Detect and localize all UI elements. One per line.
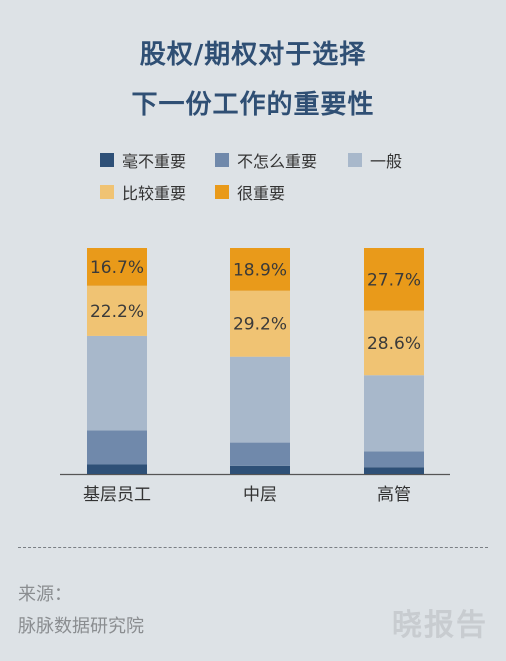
stacked-bar-chart: 基层员工 中层 高管 22.2% 16.7% 29.2% 18.9% 28.6% 27.7% — [60, 248, 450, 505]
bar-segment — [364, 451, 424, 468]
source-value: 脉脉数据研究院 — [18, 616, 144, 637]
legend-item-fairly-important: 比较重要 — [100, 180, 186, 204]
data-label: 27.7% — [367, 270, 421, 290]
legend-label: 一般 — [370, 152, 403, 171]
data-label: 22.2% — [90, 302, 144, 322]
divider — [18, 547, 488, 548]
bar-segment — [230, 248, 290, 291]
bar-segment — [230, 356, 290, 443]
legend-item-slightly-important: 不怎么重要 — [215, 148, 317, 172]
data-label: 18.9% — [233, 260, 287, 280]
legend-item-not-important: 毫不重要 — [100, 148, 186, 172]
bar-segment — [230, 442, 290, 466]
bar-segment — [87, 248, 147, 286]
legend-item-neutral: 一般 — [348, 148, 402, 172]
x-tick-label: 高管 — [377, 485, 411, 505]
legend-swatch — [100, 185, 114, 199]
bar-segment — [87, 335, 147, 431]
data-label: 29.2% — [233, 315, 287, 335]
legend-label: 毫不重要 — [122, 152, 187, 171]
bar-segment — [230, 290, 290, 357]
chart-title-line2: 下一份工作的重要性 — [131, 90, 375, 120]
legend-label: 比较重要 — [122, 184, 187, 203]
legend-swatch — [215, 185, 229, 199]
x-tick-label: 中层 — [243, 485, 277, 505]
watermark-logo: 晓报告 — [392, 608, 488, 643]
data-label: 28.6% — [367, 334, 421, 354]
bar-segment — [87, 430, 147, 465]
legend-swatch — [215, 153, 229, 167]
bar-segment — [230, 465, 290, 474]
bar-segment — [87, 285, 147, 336]
bar-segment — [364, 467, 424, 474]
bar-segment — [364, 310, 424, 376]
legend-swatch — [100, 153, 114, 167]
bar-segment — [87, 464, 147, 474]
legend-item-very-important: 很重要 — [215, 180, 285, 204]
source-label: 来源： — [18, 584, 72, 605]
bar-segment — [364, 248, 424, 311]
x-tick-label: 基层员工 — [83, 485, 151, 505]
legend-label: 不怎么重要 — [237, 152, 318, 171]
legend-swatch — [348, 153, 362, 167]
chart-title-line1: 股权/期权对于选择 — [139, 40, 367, 70]
bar-segment — [364, 375, 424, 452]
legend-label: 很重要 — [237, 184, 286, 203]
data-label: 16.7% — [90, 258, 144, 278]
